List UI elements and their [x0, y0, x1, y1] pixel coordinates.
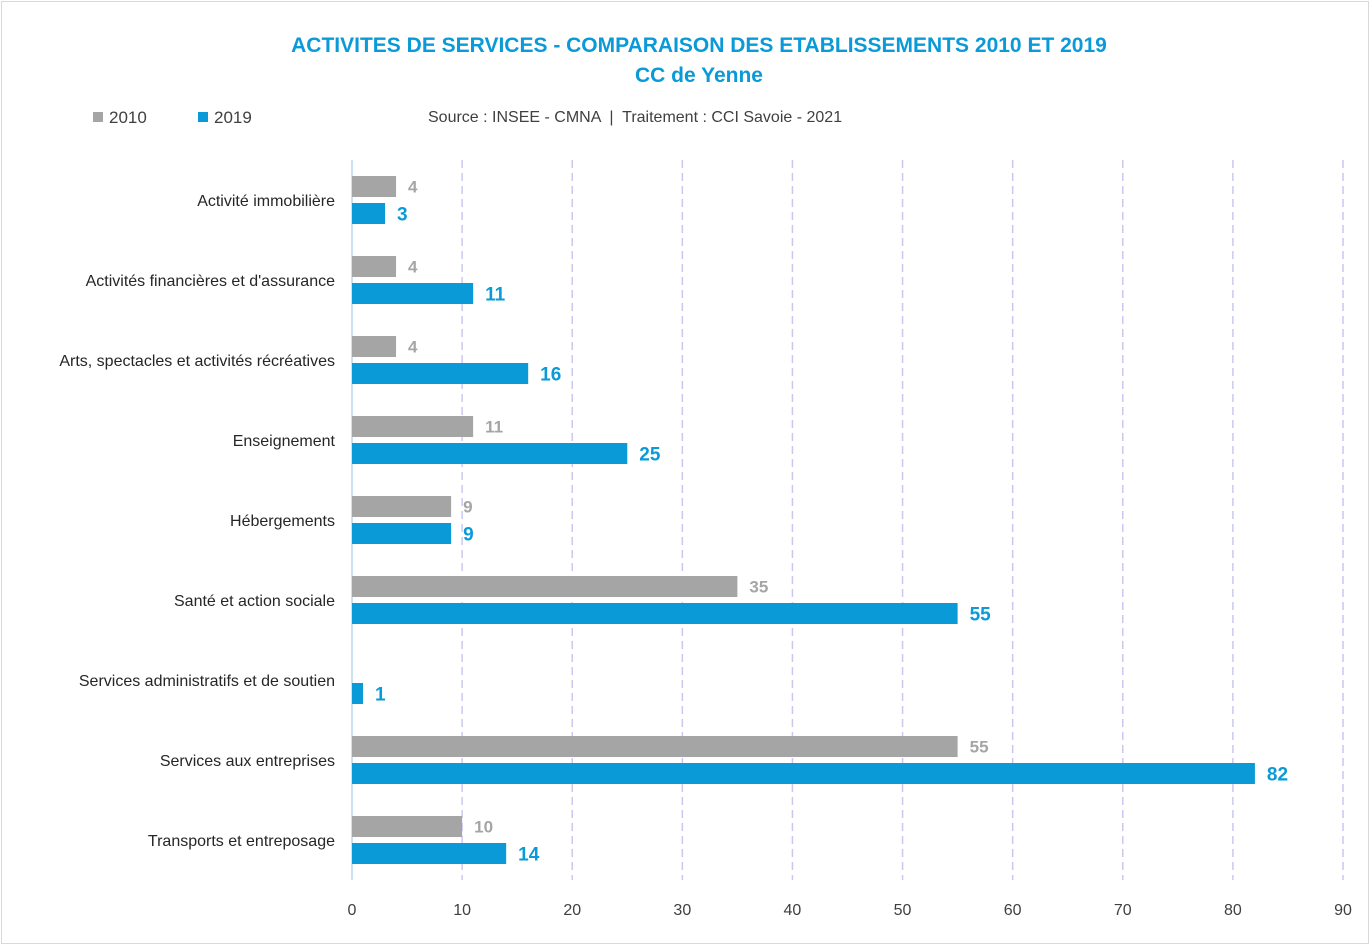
- data-label-2010: 9: [463, 498, 472, 517]
- data-label-2019: 16: [540, 365, 561, 386]
- data-label-2010: 4: [408, 258, 418, 277]
- bar-2019: [352, 203, 386, 224]
- x-tick-label: 60: [1004, 902, 1022, 919]
- bar-2010: [352, 176, 397, 197]
- bar-2019: [352, 283, 474, 304]
- bar-2010: [352, 736, 958, 757]
- bar-2019: [352, 443, 628, 464]
- chart-subtitle: CC de Yenne: [635, 64, 763, 87]
- source-note: Source : INSEE - CMNA | Traitement : CCI…: [428, 109, 843, 126]
- category-label: Arts, spectacles et activités récréative…: [59, 353, 335, 370]
- category-label: Services aux entreprises: [160, 753, 335, 770]
- category-label: Activité immobilière: [197, 193, 335, 210]
- data-label-2010: 11: [485, 418, 503, 437]
- x-tick-label: 40: [784, 902, 802, 919]
- category-label: Hébergements: [230, 513, 335, 530]
- bar-2010: [352, 256, 397, 277]
- legend-label-2010: 2010: [109, 108, 147, 127]
- data-label-2019: 1: [375, 685, 386, 706]
- legend-swatch-2019: [198, 112, 208, 122]
- data-label-2019: 11: [485, 285, 506, 306]
- bar-2019: [352, 683, 364, 704]
- data-label-2019: 14: [518, 845, 540, 866]
- legend-item-2019: 2019: [198, 108, 252, 128]
- bar-2019: [352, 603, 958, 624]
- x-tick-label: 30: [673, 902, 691, 919]
- x-tick-label: 0: [348, 902, 357, 919]
- bar-2019: [352, 363, 529, 384]
- x-tick-label: 80: [1224, 902, 1242, 919]
- legend-swatch-2010: [93, 112, 103, 122]
- bar-2010: [352, 576, 738, 597]
- bar-2019: [352, 763, 1255, 784]
- data-label-2010: 10: [474, 818, 493, 837]
- legend-label-2019: 2019: [214, 108, 252, 127]
- bar-2010: [352, 496, 452, 517]
- data-label-2019: 25: [639, 445, 661, 466]
- x-tick-label: 10: [453, 902, 471, 919]
- bar-2010: [352, 336, 397, 357]
- legend-item-2010: 2010: [93, 108, 147, 128]
- bar-2019: [352, 523, 452, 544]
- x-tick-label: 90: [1334, 902, 1352, 919]
- data-label-2010: 35: [749, 578, 768, 597]
- category-label: Activités financières et d'assurance: [86, 273, 336, 290]
- data-label-2019: 3: [397, 205, 408, 226]
- category-label: Transports et entreposage: [148, 833, 335, 850]
- data-label-2010: 55: [970, 738, 989, 757]
- x-tick-label: 50: [894, 902, 912, 919]
- data-label-2019: 82: [1267, 765, 1288, 786]
- category-label: Services administratifs et de soutien: [79, 673, 335, 690]
- category-label: Enseignement: [233, 433, 336, 450]
- data-label-2010: 4: [408, 178, 418, 197]
- category-label: Santé et action sociale: [174, 593, 335, 610]
- x-tick-label: 70: [1114, 902, 1132, 919]
- data-label-2010: 4: [408, 338, 418, 357]
- bar-2010: [352, 416, 474, 437]
- data-label-2019: 55: [970, 605, 992, 626]
- bar-2019: [352, 843, 507, 864]
- chart-title: ACTIVITES DE SERVICES - COMPARAISON DES …: [291, 34, 1107, 57]
- bar-2010: [352, 816, 463, 837]
- x-tick-label: 20: [563, 902, 581, 919]
- data-label-2019: 9: [463, 525, 474, 546]
